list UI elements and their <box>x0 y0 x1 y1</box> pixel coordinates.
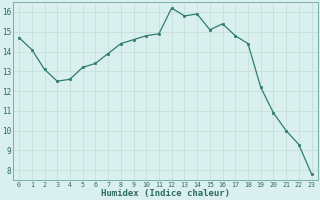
X-axis label: Humidex (Indice chaleur): Humidex (Indice chaleur) <box>101 189 230 198</box>
